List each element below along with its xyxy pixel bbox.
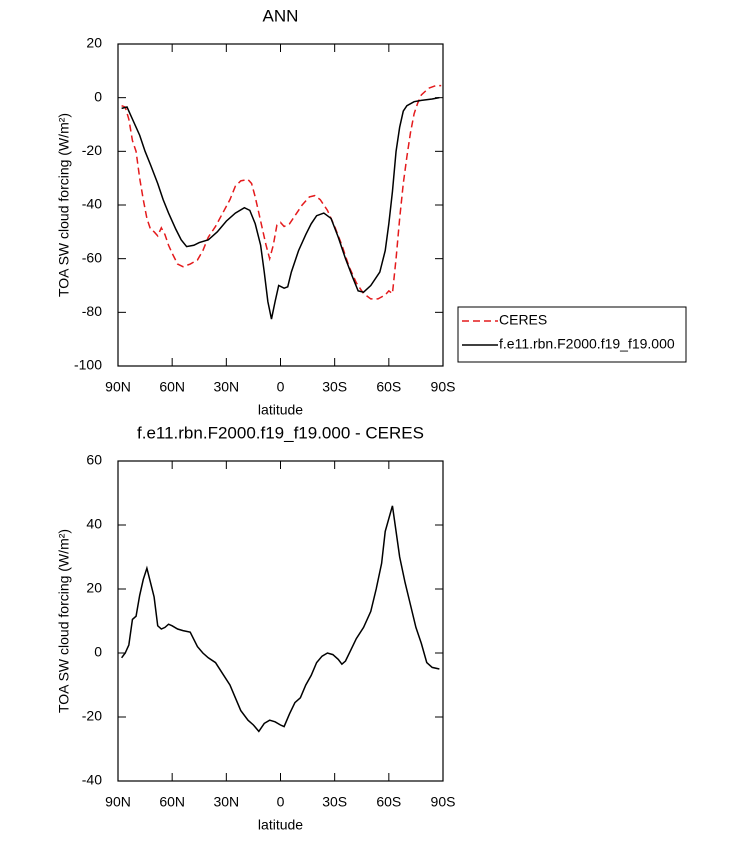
x-axis-label: latitude <box>258 817 303 833</box>
y-tick-label: 40 <box>86 516 102 532</box>
y-tick-label: 60 <box>86 452 102 468</box>
legend-label: CERES <box>499 312 547 328</box>
x-tick-label: 30S <box>322 794 347 810</box>
y-tick-label: -100 <box>74 357 102 373</box>
x-tick-label: 60N <box>159 794 185 810</box>
data-line <box>121 96 440 320</box>
legend-box <box>457 306 687 363</box>
plot-frame <box>117 460 444 782</box>
y-tick-label: -20 <box>82 708 102 724</box>
x-tick-label: 90S <box>431 794 456 810</box>
y-axis-label: TOA SW cloud forcing (W/m²) <box>56 113 72 297</box>
y-tick-label: 20 <box>86 35 102 51</box>
x-tick-label: 0 <box>277 794 285 810</box>
data-line <box>121 84 442 300</box>
x-tick-label: 90N <box>105 794 131 810</box>
y-tick-label: 0 <box>94 88 102 104</box>
x-tick-label: 60S <box>376 794 401 810</box>
y-tick-label: 20 <box>86 580 102 596</box>
chart-title: ANN <box>263 6 299 25</box>
y-tick-label: 0 <box>94 644 102 660</box>
chart-title: f.e11.rbn.F2000.f19_f19.000 - CERES <box>137 423 424 442</box>
plot-frame <box>117 43 444 367</box>
y-tick-label: -20 <box>82 142 102 158</box>
x-tick-label: 60S <box>376 379 401 395</box>
y-tick-label: -40 <box>82 196 102 212</box>
x-tick-label: 90S <box>431 379 456 395</box>
y-axis-label: TOA SW cloud forcing (W/m²) <box>56 529 72 713</box>
x-axis-label: latitude <box>258 402 303 418</box>
x-tick-label: 0 <box>277 379 285 395</box>
legend-label: f.e11.rbn.F2000.f19_f19.000 <box>499 336 675 352</box>
x-tick-label: 30N <box>213 794 239 810</box>
x-tick-label: 90N <box>105 379 131 395</box>
x-tick-label: 60N <box>159 379 185 395</box>
data-line <box>121 505 440 733</box>
y-tick-label: -80 <box>82 303 102 319</box>
y-tick-label: -60 <box>82 249 102 265</box>
y-tick-label: -40 <box>82 772 102 788</box>
x-tick-label: 30S <box>322 379 347 395</box>
x-tick-label: 30N <box>213 379 239 395</box>
